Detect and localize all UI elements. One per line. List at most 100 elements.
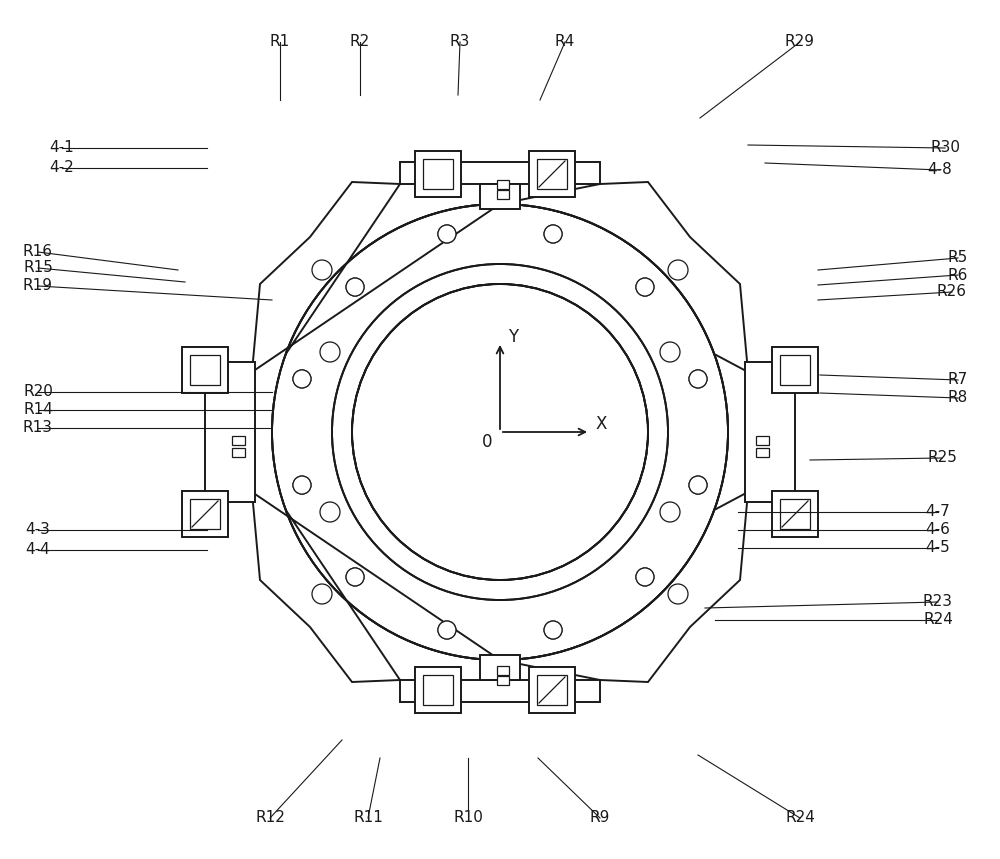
- Bar: [756, 448, 768, 456]
- Text: R6: R6: [948, 267, 968, 283]
- Bar: [182, 491, 228, 537]
- Bar: [190, 355, 220, 385]
- Text: R26: R26: [937, 284, 967, 300]
- Circle shape: [293, 370, 311, 388]
- Text: R29: R29: [785, 34, 815, 50]
- Circle shape: [544, 621, 562, 639]
- Text: R1: R1: [270, 34, 290, 50]
- Text: R2: R2: [350, 34, 370, 50]
- Text: R16: R16: [23, 245, 53, 259]
- Circle shape: [346, 278, 364, 296]
- Bar: [772, 347, 818, 393]
- Text: R24: R24: [785, 811, 815, 825]
- Text: R15: R15: [23, 260, 53, 276]
- Bar: [497, 666, 509, 674]
- Circle shape: [689, 370, 707, 388]
- Polygon shape: [252, 182, 500, 372]
- Text: R24: R24: [923, 612, 953, 628]
- Circle shape: [320, 342, 340, 362]
- Circle shape: [689, 370, 707, 388]
- Circle shape: [346, 568, 364, 586]
- Circle shape: [636, 568, 654, 586]
- Circle shape: [293, 476, 311, 494]
- Bar: [205, 362, 255, 502]
- Text: R4: R4: [555, 34, 575, 50]
- Bar: [423, 159, 453, 189]
- Text: R20: R20: [23, 385, 53, 399]
- Circle shape: [544, 225, 562, 243]
- Text: R30: R30: [930, 141, 960, 155]
- Circle shape: [272, 204, 728, 660]
- Bar: [497, 675, 509, 685]
- Bar: [232, 436, 244, 444]
- Text: 4-5: 4-5: [926, 540, 950, 556]
- Bar: [232, 448, 244, 456]
- Text: R9: R9: [590, 811, 610, 825]
- Circle shape: [293, 476, 311, 494]
- Circle shape: [438, 225, 456, 243]
- Circle shape: [312, 260, 332, 280]
- Text: Y: Y: [508, 328, 518, 346]
- Polygon shape: [400, 162, 600, 184]
- Polygon shape: [500, 492, 748, 682]
- Bar: [529, 667, 575, 713]
- Polygon shape: [748, 372, 770, 492]
- Polygon shape: [230, 372, 252, 492]
- Circle shape: [668, 260, 688, 280]
- Text: R10: R10: [453, 811, 483, 825]
- Bar: [745, 362, 795, 502]
- Polygon shape: [400, 680, 600, 702]
- Text: 4-3: 4-3: [26, 522, 50, 538]
- Text: X: X: [595, 415, 606, 433]
- Polygon shape: [480, 655, 520, 680]
- Circle shape: [438, 621, 456, 639]
- Circle shape: [438, 225, 456, 243]
- Circle shape: [544, 225, 562, 243]
- Text: 4-1: 4-1: [50, 141, 74, 155]
- Circle shape: [660, 502, 680, 522]
- Circle shape: [668, 584, 688, 604]
- Circle shape: [438, 621, 456, 639]
- Text: R23: R23: [923, 594, 953, 610]
- Text: R7: R7: [948, 373, 968, 387]
- Bar: [190, 499, 220, 529]
- Text: R8: R8: [948, 391, 968, 405]
- Bar: [529, 151, 575, 197]
- Bar: [497, 180, 509, 188]
- Circle shape: [636, 278, 654, 296]
- Circle shape: [636, 568, 654, 586]
- Circle shape: [346, 278, 364, 296]
- Text: R14: R14: [23, 403, 53, 417]
- Bar: [537, 159, 567, 189]
- Text: 0: 0: [482, 433, 492, 451]
- Text: R12: R12: [255, 811, 285, 825]
- Text: R13: R13: [23, 421, 53, 436]
- Circle shape: [636, 278, 654, 296]
- Bar: [415, 151, 461, 197]
- Polygon shape: [480, 184, 520, 209]
- Bar: [415, 667, 461, 713]
- Circle shape: [689, 476, 707, 494]
- Circle shape: [660, 342, 680, 362]
- Text: R11: R11: [353, 811, 383, 825]
- Text: R5: R5: [948, 251, 968, 265]
- Bar: [497, 190, 509, 198]
- Bar: [182, 347, 228, 393]
- Bar: [537, 675, 567, 705]
- Circle shape: [312, 584, 332, 604]
- Bar: [780, 499, 810, 529]
- Polygon shape: [500, 182, 748, 372]
- Text: 4-6: 4-6: [926, 522, 950, 538]
- Text: 4-8: 4-8: [928, 162, 952, 178]
- Text: R3: R3: [450, 34, 470, 50]
- Polygon shape: [252, 492, 500, 682]
- Text: R19: R19: [23, 278, 53, 294]
- Text: R25: R25: [927, 450, 957, 466]
- Circle shape: [346, 568, 364, 586]
- Circle shape: [544, 621, 562, 639]
- Circle shape: [689, 476, 707, 494]
- Bar: [780, 355, 810, 385]
- Circle shape: [293, 370, 311, 388]
- Text: 4-4: 4-4: [26, 543, 50, 557]
- Text: 4-2: 4-2: [50, 161, 74, 175]
